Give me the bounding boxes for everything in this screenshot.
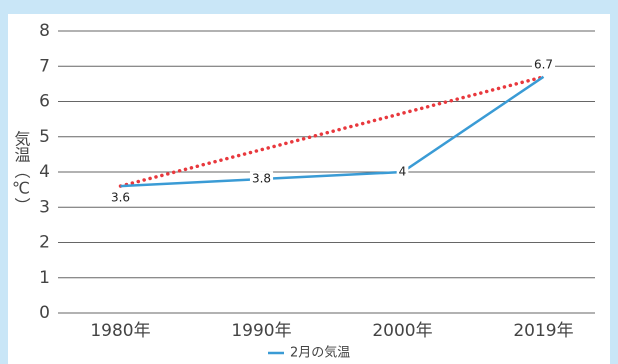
- y-tick-label: 2: [39, 233, 50, 253]
- data-label: 3.8: [252, 172, 271, 186]
- legend-label: 2月の気温: [290, 345, 350, 361]
- data-label: 3.6: [111, 191, 130, 205]
- y-tick-label: 3: [39, 197, 50, 217]
- y-tick-label: 5: [39, 127, 50, 147]
- data-label-bg: [396, 164, 409, 179]
- trend-line: [118, 75, 546, 188]
- y-tick-label: 1: [39, 268, 50, 288]
- data-line: [120, 75, 545, 188]
- y-tick-label: 0: [39, 303, 50, 323]
- data-label: 4: [399, 165, 407, 179]
- y-axis-label: 気温（℃）: [11, 131, 30, 214]
- x-tick-label: 1980年: [90, 321, 150, 341]
- data-label-bg: [249, 171, 274, 186]
- data-label: 6.7: [534, 57, 553, 71]
- y-tick-label: 6: [39, 92, 50, 112]
- y-tick-label: 8: [39, 21, 50, 41]
- y-tick-label: 4: [39, 162, 50, 182]
- x-tick-label: 1990年: [231, 321, 291, 341]
- plot-panel: [8, 14, 610, 364]
- x-tick-label: 2000年: [372, 321, 432, 341]
- data-label-bg: [108, 190, 133, 205]
- data-label-bg: [531, 57, 556, 72]
- x-tick-label: 2019年: [513, 321, 573, 341]
- y-tick-label: 7: [39, 56, 50, 76]
